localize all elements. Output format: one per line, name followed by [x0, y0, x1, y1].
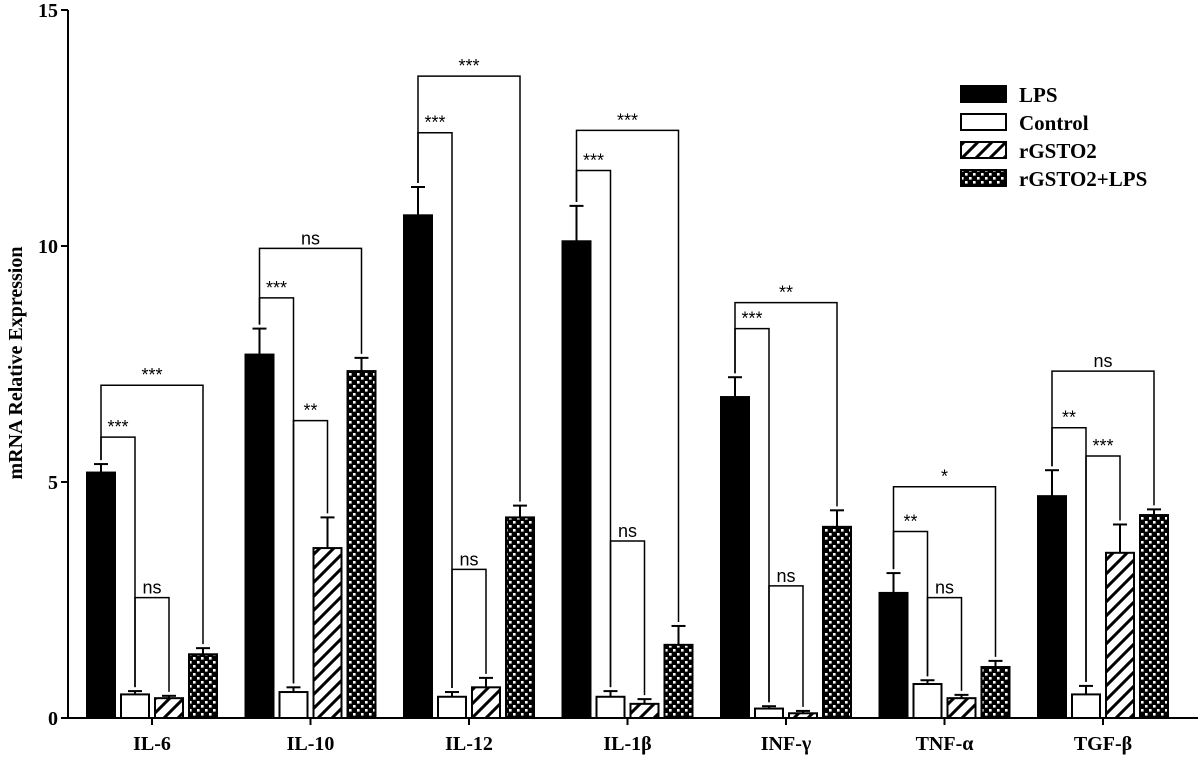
significance-label: ns: [301, 228, 320, 248]
significance-bracket: [1085, 455, 1121, 682]
significance-label: **: [1062, 408, 1076, 428]
bar: [980, 666, 1011, 719]
legend-swatch: [960, 169, 1007, 187]
bar: [1139, 514, 1169, 719]
significance-bracket: [892, 485, 997, 657]
legend: LPS Control rGSTO2 rGSTO2+LPS: [960, 83, 1147, 191]
x-tick-label: IL-12: [445, 733, 493, 755]
significance-bracket: [768, 585, 804, 707]
bar: [1037, 495, 1067, 719]
x-tick-label: INF-γ: [761, 733, 812, 755]
significance-bracket: [575, 129, 680, 622]
significance-label: ***: [583, 150, 604, 170]
bar: [278, 691, 309, 719]
x-tick-label: IL-10: [287, 733, 335, 755]
bars: [86, 186, 1169, 720]
bar: [403, 214, 433, 719]
bar: [663, 643, 694, 720]
significance-label: ns: [1093, 351, 1112, 371]
legend-label: rGSTO2: [1019, 139, 1097, 163]
significance-bracket: [417, 75, 521, 502]
bar: [244, 353, 275, 719]
bar: [946, 697, 977, 720]
bar: [788, 712, 818, 720]
significance-bracket: [100, 384, 204, 645]
bar: [878, 591, 909, 719]
bar: [754, 707, 784, 719]
legend-label: LPS: [1019, 83, 1058, 107]
significance-bracket: [734, 301, 838, 507]
bar: [346, 370, 377, 719]
significance-label: ***: [107, 417, 128, 437]
significance-label: ***: [424, 113, 445, 133]
significance-label: ns: [935, 578, 954, 598]
significance-bracket: [292, 419, 329, 684]
significance-label: ns: [776, 566, 795, 586]
significance-label: **: [303, 401, 317, 421]
bar: [471, 686, 501, 720]
y-tick-label: 10: [38, 236, 58, 258]
significance-bracket: [1051, 370, 1155, 506]
bar: [720, 396, 750, 719]
significance-label: **: [779, 283, 793, 303]
y-tick-label: 0: [48, 708, 58, 730]
significance-label: *: [941, 467, 948, 487]
significance-label: ns: [618, 521, 637, 541]
bar: [1105, 551, 1135, 719]
bar: [188, 653, 218, 720]
bar: [822, 525, 852, 720]
significance-label: ***: [458, 56, 479, 76]
significance-label: ns: [142, 578, 161, 598]
x-tick-label: TNF-α: [916, 733, 974, 755]
significance-label: ***: [741, 309, 762, 329]
bar: [120, 693, 150, 720]
significance-label: ***: [141, 365, 162, 385]
significance-bracket: [609, 540, 646, 696]
significance-bracket: [258, 247, 363, 354]
significance-bracket: [134, 596, 170, 692]
significance-label: ***: [266, 278, 287, 298]
bar: [505, 516, 535, 720]
legend-swatch: [960, 85, 1007, 103]
significance-bracket: [926, 596, 963, 691]
significance-label: ***: [1092, 436, 1113, 456]
y-axis-label: mRNA Relative Expression: [5, 247, 27, 480]
significance-label: **: [903, 512, 917, 532]
significance-bracket: [451, 568, 487, 689]
significance-label: ***: [617, 110, 638, 130]
bar: [154, 697, 184, 720]
x-tick-label: IL-1β: [603, 733, 651, 755]
x-tick-label: IL-6: [133, 733, 171, 755]
x-tick-label: TGF-β: [1074, 733, 1132, 755]
legend-label: rGSTO2+LPS: [1019, 167, 1147, 191]
bar: [1071, 693, 1101, 720]
y-tick-label: 5: [48, 472, 58, 494]
legend-swatch: [960, 113, 1007, 131]
bar: [595, 695, 626, 720]
bar: [629, 702, 660, 720]
bar: [312, 547, 343, 720]
bar: [912, 683, 943, 719]
bar: [86, 471, 116, 719]
significance-label: ns: [459, 549, 478, 569]
y-tick-label: 15: [38, 0, 58, 22]
bar: [561, 240, 592, 719]
legend-label: Control: [1019, 111, 1089, 135]
bar: [437, 695, 467, 720]
legend-swatch: [960, 141, 1007, 159]
significance-brackets: ******ns***ns********ns******ns*****ns**…: [100, 56, 1155, 707]
